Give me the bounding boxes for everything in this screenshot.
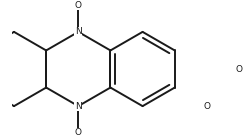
Text: N: N — [75, 27, 82, 36]
Text: O: O — [235, 64, 243, 74]
Text: O: O — [75, 1, 82, 10]
Text: O: O — [203, 102, 211, 111]
Text: N: N — [75, 102, 82, 111]
Text: O: O — [75, 128, 82, 137]
